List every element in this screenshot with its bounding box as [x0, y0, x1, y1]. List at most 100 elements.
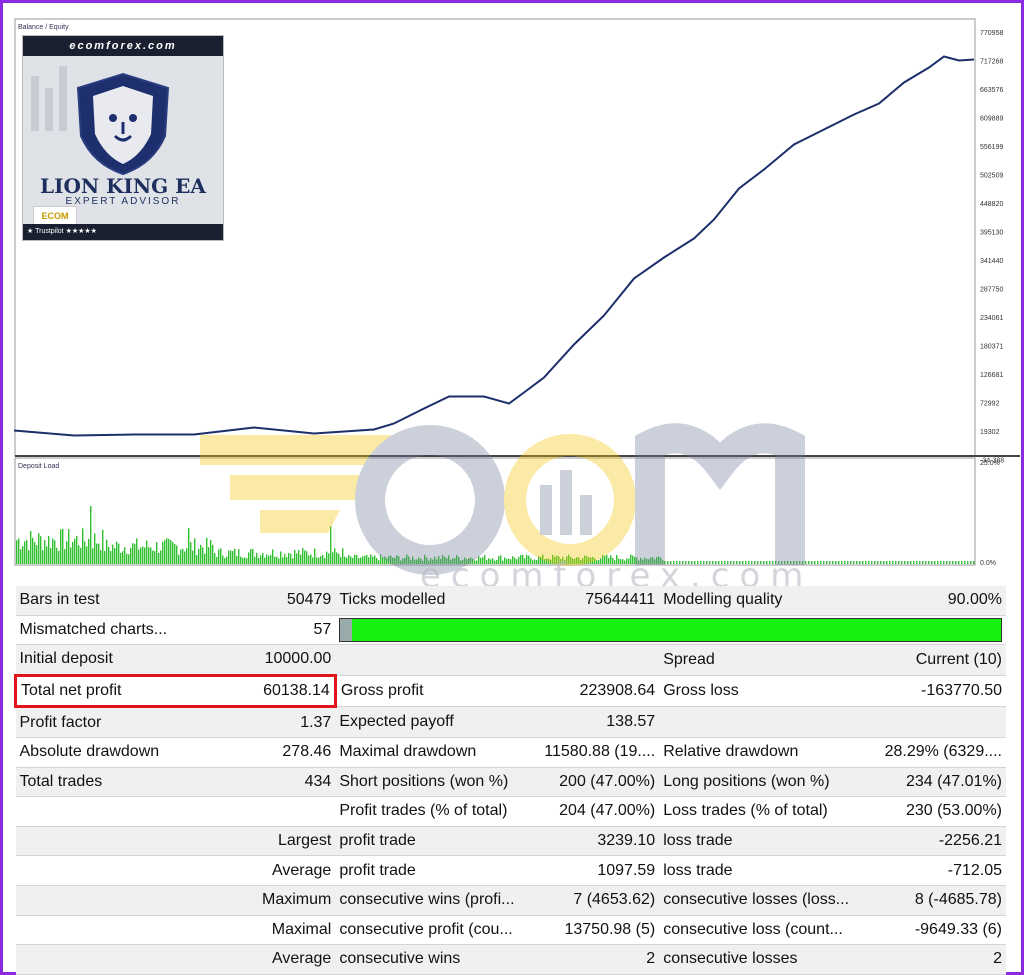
deposit-load-bar: [946, 561, 948, 564]
deposit-load-bar: [964, 561, 966, 564]
deposit-load-bar: [700, 561, 702, 564]
deposit-load-bar: [164, 540, 166, 564]
report-row: Total net profit 60138.14 Gross profit 2239…: [13, 673, 1006, 709]
deposit-load-bar: [178, 554, 180, 564]
report-cell: Ticks modelled: [335, 586, 519, 616]
deposit-load-bar: [540, 557, 542, 564]
report-row: Initial deposit 10000.00 Spread Current (10…: [15, 644, 1006, 676]
deposit-load-bar: [642, 559, 644, 564]
deposit-load-bar: [871, 561, 873, 564]
deposit-load-bar: [300, 554, 302, 564]
deposit-load-bar: [727, 561, 729, 564]
deposit-load-bar: [384, 556, 386, 564]
deposit-load-bar: [940, 561, 942, 564]
deposit-load-bar: [438, 556, 440, 564]
deposit-load-bar: [216, 556, 218, 564]
deposit-load-bar: [630, 554, 632, 564]
deposit-load-bar: [724, 561, 726, 564]
deposit-load-bar: [526, 554, 528, 564]
deposit-load-bar: [204, 553, 206, 564]
deposit-load-bar: [62, 528, 64, 564]
deposit-load-bar: [88, 538, 90, 564]
report-cell: 8 (-4685.78): [856, 885, 1006, 916]
deposit-load-bar: [510, 559, 512, 564]
deposit-load-bar: [895, 561, 897, 564]
deposit-load-bar: [360, 557, 362, 564]
deposit-load-bar: [182, 548, 184, 564]
deposit-load-bar: [520, 555, 522, 564]
deposit-load-bar: [907, 561, 909, 564]
report-cell: profit trade: [335, 855, 519, 886]
report-row: Absolute drawdown 278.46 Maximal drawdown 1…: [15, 737, 1006, 768]
deposit-load-bar: [34, 542, 36, 564]
deposit-load-bar: [859, 561, 861, 564]
deposit-load-bar: [334, 548, 336, 564]
logo-subtitle: EXPERT ADVISOR: [65, 196, 181, 207]
y-tick-label: 770958: [980, 30, 1003, 37]
deposit-load-bar: [452, 558, 454, 564]
y-tick-label: 717268: [980, 59, 1003, 66]
deposit-legend: Deposit Load: [18, 463, 59, 470]
deposit-load-bar: [128, 554, 130, 564]
deposit-load-bar: [42, 550, 44, 564]
deposit-load-bar: [448, 555, 450, 564]
deposit-load-bar: [524, 558, 526, 564]
deposit-load-bar: [578, 557, 580, 564]
deposit-load-bar: [382, 557, 384, 564]
y-tick-label: 395130: [980, 230, 1003, 237]
deposit-load-bar: [614, 560, 616, 564]
deposit-load-bar: [278, 558, 280, 564]
report-cell: [659, 706, 857, 738]
deposit-load-bar: [422, 560, 424, 564]
deposit-load-bar: [80, 547, 82, 564]
deposit-load-bar: [892, 561, 894, 564]
deposit-load-bar: [484, 555, 486, 564]
deposit-load-bar: [580, 560, 582, 564]
report-cell: Initial deposit: [15, 644, 234, 676]
deposit-load-bar: [745, 561, 747, 564]
deposit-load-bar: [428, 560, 430, 564]
deposit-load-bar: [84, 541, 86, 564]
deposit-load-bar: [606, 554, 608, 564]
deposit-load-bar: [86, 546, 88, 564]
deposit-load-bar: [312, 557, 314, 564]
deposit-load-bar: [470, 557, 472, 564]
deposit-load-bar: [512, 556, 514, 564]
deposit-load-bar: [130, 547, 132, 564]
deposit-load-bar: [518, 556, 520, 564]
deposit-load-bar: [58, 550, 60, 564]
deposit-load-bar: [566, 556, 568, 564]
deposit-load-bar: [170, 540, 172, 564]
deposit-load-bar: [596, 560, 598, 564]
deposit-load-bar: [805, 561, 807, 564]
deposit-load-bar: [356, 555, 358, 564]
deposit-load-bar: [374, 555, 376, 564]
report-cell: Mismatched charts...: [15, 615, 234, 646]
deposit-load-bar: [626, 558, 628, 564]
report-cell: [15, 944, 234, 975]
y-tick-label: 287750: [980, 287, 1003, 294]
deposit-load-bar: [196, 555, 198, 564]
deposit-load-bar: [660, 557, 662, 564]
y-tick-label: 234061: [980, 315, 1003, 322]
deposit-load-bar: [388, 555, 390, 564]
report-cell: loss trade: [659, 826, 857, 857]
deposit-load-bar: [472, 558, 474, 564]
deposit-load-bar: [176, 545, 178, 564]
deposit-load-bar: [122, 551, 124, 564]
deposit-load-bar: [378, 560, 380, 564]
deposit-load-bar: [38, 533, 40, 564]
deposit-load-bar: [28, 550, 30, 564]
deposit-load-bar: [290, 553, 292, 564]
report-row: Profit factor 1.37 Expected payoff 138.57: [15, 706, 1006, 738]
deposit-load-bar: [226, 556, 228, 564]
deposit-load-bar: [286, 557, 288, 564]
deposit-load-bar: [622, 559, 624, 564]
deposit-load-bar: [318, 557, 320, 564]
deposit-load-bar: [916, 561, 918, 564]
deposit-load-bar: [272, 549, 274, 564]
deposit-load-bar: [302, 547, 304, 564]
deposit-load-bar: [632, 555, 634, 564]
report-cell: 60138.14: [233, 673, 337, 709]
deposit-load-bar: [856, 561, 858, 564]
